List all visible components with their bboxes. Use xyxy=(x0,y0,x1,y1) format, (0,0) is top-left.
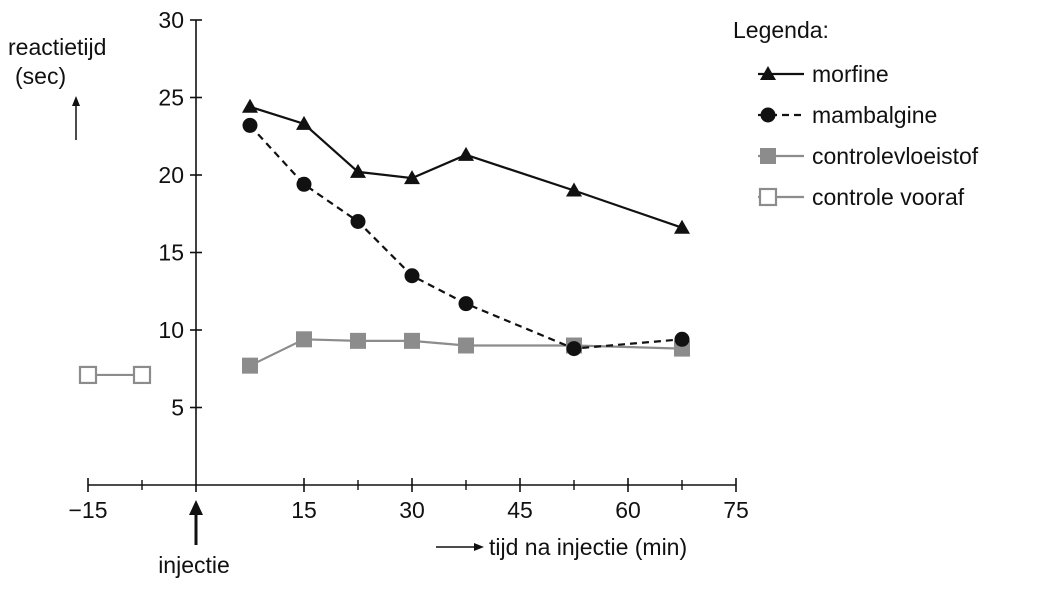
legend-label-morfine: morfine xyxy=(812,61,889,87)
data-point-morfine xyxy=(242,98,258,113)
data-point-morfine xyxy=(566,182,582,197)
data-point-controlevloeistof xyxy=(242,357,258,374)
series-line-morfine xyxy=(249,105,683,229)
data-point-mambalgine xyxy=(296,176,312,192)
data-point-mambalgine xyxy=(350,214,366,229)
y-axis-label-line2: (sec) xyxy=(15,63,66,89)
x-tick-label: 30 xyxy=(399,497,425,523)
legend-title: Legenda: xyxy=(733,17,829,43)
x-tick-label: 60 xyxy=(615,497,641,523)
x-axis-label: tijd na injectie (min) xyxy=(489,534,687,560)
data-point-morfine xyxy=(674,219,690,234)
y-tick-label: 30 xyxy=(158,7,184,33)
y-tick-label: 25 xyxy=(158,85,184,111)
data-point-mambalgine xyxy=(404,268,420,284)
legend-marker-controle-vooraf xyxy=(758,187,778,207)
data-point-morfine xyxy=(458,146,474,161)
series-markers xyxy=(78,98,690,385)
data-point-mambalgine xyxy=(674,331,690,347)
data-point-mambalgine xyxy=(242,117,258,133)
data-point-morfine xyxy=(350,163,366,178)
x-tick-label: 45 xyxy=(507,497,533,523)
legend-label-mambalgine: mambalgine xyxy=(812,102,937,128)
y-axis-label-arrow xyxy=(72,96,80,140)
legend-marker-mambalgine xyxy=(760,107,776,123)
legend-label-controlevloeistof: controlevloeistof xyxy=(812,143,979,169)
data-point-controle-vooraf xyxy=(78,365,98,385)
data-point-controle-vooraf xyxy=(132,365,152,385)
axes: −15 15 30 45 60 75 5 10 15 20 25 30 xyxy=(68,7,748,523)
y-tick-label: 5 xyxy=(171,395,184,421)
data-point-mambalgine xyxy=(458,296,474,312)
injection-arrow xyxy=(189,500,203,545)
data-point-morfine xyxy=(296,115,312,130)
x-tick-label: −15 xyxy=(68,497,107,523)
injection-label: injectie xyxy=(158,552,230,578)
data-point-controlevloeistof xyxy=(458,337,474,354)
y-tick-label: 20 xyxy=(158,162,184,188)
data-point-controlevloeistof xyxy=(350,332,366,349)
y-tick-label: 10 xyxy=(158,317,184,343)
x-tick-label: 15 xyxy=(291,497,317,523)
legend-marker-morfine xyxy=(760,66,776,80)
legend-label-controle-vooraf: controle vooraf xyxy=(812,184,965,210)
x-axis-label-arrow xyxy=(436,543,484,551)
data-point-mambalgine xyxy=(566,341,582,357)
y-axis-label-line1: reactietijd xyxy=(8,34,106,60)
data-point-morfine xyxy=(404,170,420,185)
x-tick-label: 75 xyxy=(723,497,749,523)
data-point-controlevloeistof xyxy=(404,332,420,349)
y-tick-label: 15 xyxy=(158,240,184,266)
legend: morfine mambalgine controlevloeistof contro… xyxy=(758,61,979,210)
data-point-controlevloeistof xyxy=(296,331,312,348)
legend-marker-controlevloeistof xyxy=(760,148,776,164)
